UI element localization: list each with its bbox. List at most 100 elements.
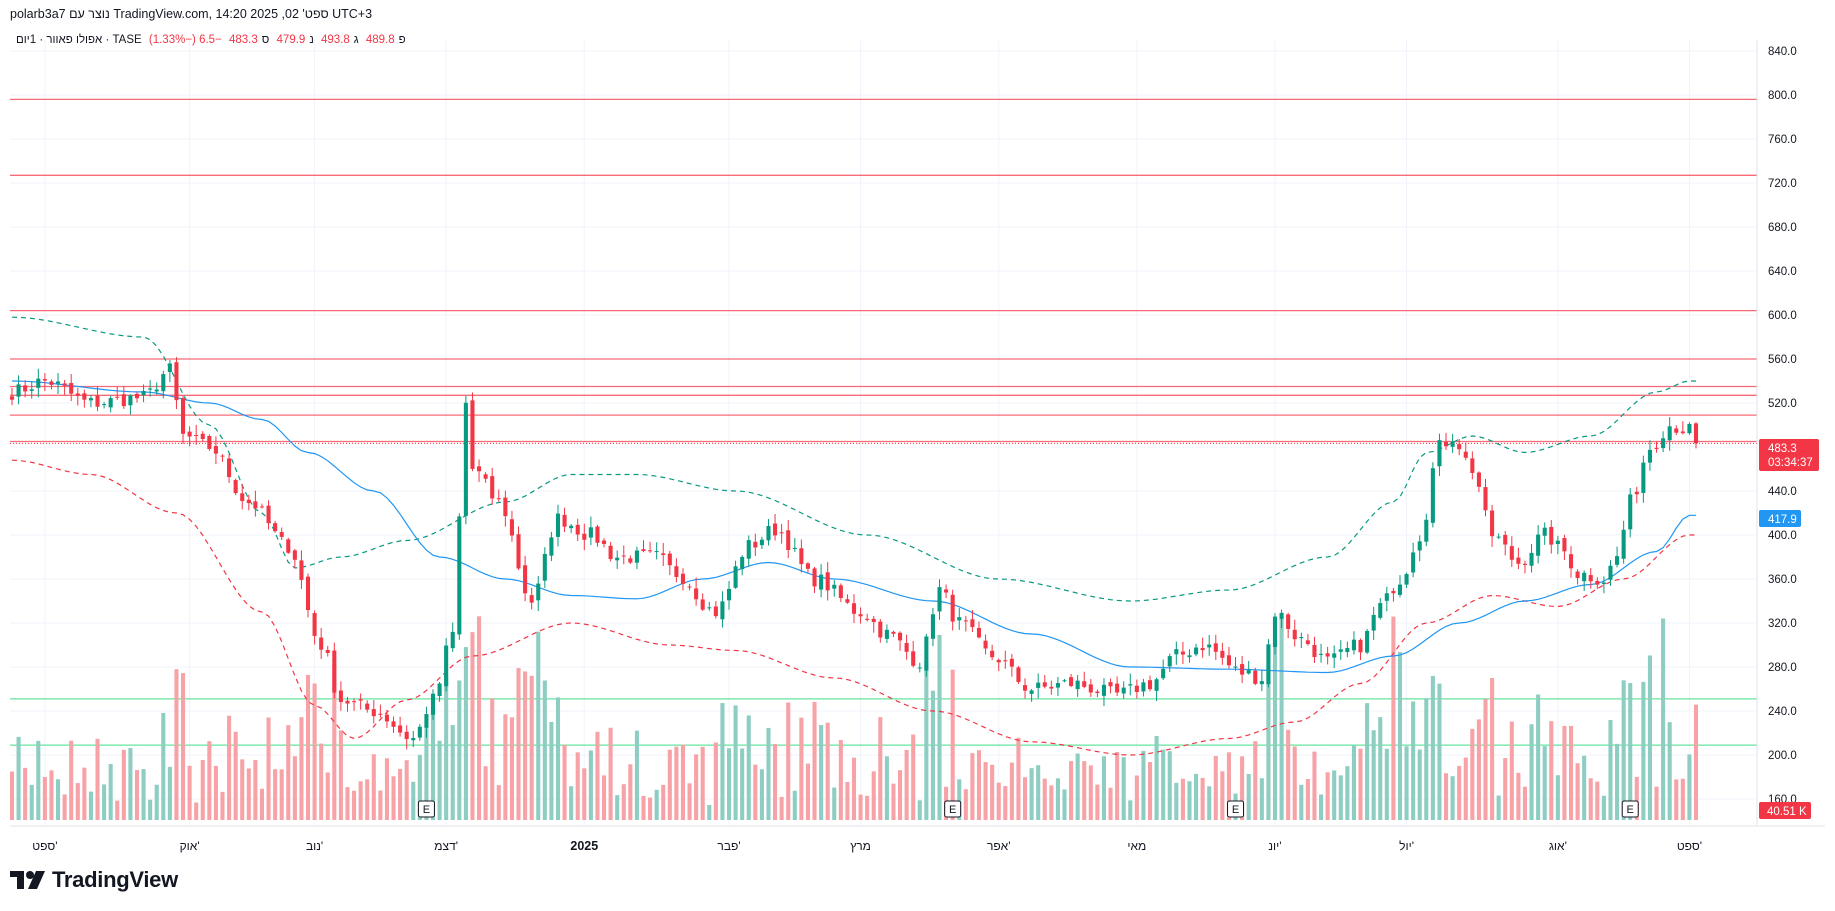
candle[interactable] xyxy=(970,619,975,628)
candle[interactable] xyxy=(963,620,968,622)
candle[interactable] xyxy=(812,568,817,587)
candle[interactable] xyxy=(1319,653,1324,655)
candle[interactable] xyxy=(549,537,554,556)
candle[interactable] xyxy=(42,379,47,381)
candle[interactable] xyxy=(1443,441,1449,447)
candle[interactable] xyxy=(1003,660,1008,662)
candle[interactable] xyxy=(575,524,580,535)
candle[interactable] xyxy=(1305,640,1310,645)
candle[interactable] xyxy=(338,690,343,703)
candle[interactable] xyxy=(779,532,784,534)
candle[interactable] xyxy=(141,390,146,396)
candle[interactable] xyxy=(858,614,863,617)
candle[interactable] xyxy=(601,540,607,544)
candle[interactable] xyxy=(1365,630,1370,653)
candle[interactable] xyxy=(1641,462,1646,494)
candle[interactable] xyxy=(825,572,830,591)
candle[interactable] xyxy=(523,565,528,594)
candle[interactable] xyxy=(1417,541,1422,551)
candle[interactable] xyxy=(838,585,843,599)
candle[interactable] xyxy=(680,573,686,584)
candle[interactable] xyxy=(365,703,370,710)
candle[interactable] xyxy=(904,642,909,652)
time-axis[interactable]: ספט' אוק' נוב' דצמ' 2025 פבר' מרץ אפר' מאי יונ' יו… xyxy=(32,839,1702,853)
candle[interactable] xyxy=(1141,682,1146,692)
candle[interactable] xyxy=(1621,529,1626,559)
candle[interactable] xyxy=(1325,653,1330,657)
candle[interactable] xyxy=(16,384,21,397)
candle[interactable] xyxy=(1022,685,1028,691)
candle[interactable] xyxy=(1595,580,1600,585)
candle[interactable] xyxy=(246,499,251,504)
candle[interactable] xyxy=(1693,423,1699,444)
candle[interactable] xyxy=(1404,574,1409,585)
candle[interactable] xyxy=(75,393,80,396)
candle[interactable] xyxy=(1391,590,1396,594)
candle[interactable] xyxy=(253,501,258,509)
candle[interactable] xyxy=(187,431,192,437)
candle[interactable] xyxy=(95,395,100,407)
candle[interactable] xyxy=(1628,494,1633,530)
candle[interactable] xyxy=(1286,614,1291,629)
candle[interactable] xyxy=(1055,683,1060,688)
candle[interactable] xyxy=(805,563,810,569)
candle[interactable] xyxy=(930,614,935,639)
candle[interactable] xyxy=(82,393,87,400)
candle[interactable] xyxy=(878,621,883,638)
candle[interactable] xyxy=(1161,668,1166,679)
candle[interactable] xyxy=(200,433,205,439)
candle[interactable] xyxy=(312,613,317,636)
candle[interactable] xyxy=(1687,423,1692,434)
candle[interactable] xyxy=(1128,684,1133,686)
candle[interactable] xyxy=(148,388,153,390)
candle[interactable] xyxy=(424,714,429,728)
candle[interactable] xyxy=(496,498,501,500)
candle[interactable] xyxy=(345,700,350,704)
candle[interactable] xyxy=(569,525,574,529)
candle[interactable] xyxy=(102,404,107,406)
candle[interactable] xyxy=(1536,534,1541,556)
candle[interactable] xyxy=(562,514,567,527)
candle[interactable] xyxy=(654,551,659,553)
candle[interactable] xyxy=(115,396,120,398)
candle[interactable] xyxy=(319,637,324,650)
candle[interactable] xyxy=(1358,639,1363,653)
candle[interactable] xyxy=(194,435,199,437)
candle[interactable] xyxy=(1634,491,1639,495)
candle[interactable] xyxy=(167,363,172,373)
candle[interactable] xyxy=(233,480,238,494)
candle[interactable] xyxy=(1200,648,1205,651)
candle[interactable] xyxy=(1036,682,1041,688)
candle[interactable] xyxy=(1411,552,1416,573)
candle[interactable] xyxy=(1246,670,1251,674)
candle[interactable] xyxy=(700,599,705,610)
candle[interactable] xyxy=(1029,690,1034,694)
candle[interactable] xyxy=(1240,664,1245,675)
candle[interactable] xyxy=(1667,426,1672,441)
candle[interactable] xyxy=(1253,670,1258,684)
candle[interactable] xyxy=(1470,458,1475,473)
candle[interactable] xyxy=(1562,538,1567,552)
candle[interactable] xyxy=(220,455,225,457)
candle[interactable] xyxy=(180,398,186,434)
candle[interactable] xyxy=(1121,687,1126,694)
symbol-label[interactable]: אפולו פאוור · 1יום · TASE xyxy=(16,34,142,46)
candle[interactable] xyxy=(88,398,93,401)
candle[interactable] xyxy=(1575,571,1580,578)
candle[interactable] xyxy=(759,539,764,546)
candle[interactable] xyxy=(634,550,639,563)
earnings-marker[interactable]: E xyxy=(1621,800,1639,818)
candle[interactable] xyxy=(1378,603,1383,618)
candle[interactable] xyxy=(1437,440,1442,467)
candle[interactable] xyxy=(740,556,745,570)
candle[interactable] xyxy=(1220,650,1225,658)
candle[interactable] xyxy=(1180,651,1185,655)
candle[interactable] xyxy=(819,574,824,590)
candle[interactable] xyxy=(1509,546,1514,560)
candle[interactable] xyxy=(766,526,771,541)
candle[interactable] xyxy=(851,603,857,614)
candle[interactable] xyxy=(1154,679,1159,691)
candle[interactable] xyxy=(845,599,850,603)
candle[interactable] xyxy=(305,576,311,611)
candle[interactable] xyxy=(384,714,389,722)
